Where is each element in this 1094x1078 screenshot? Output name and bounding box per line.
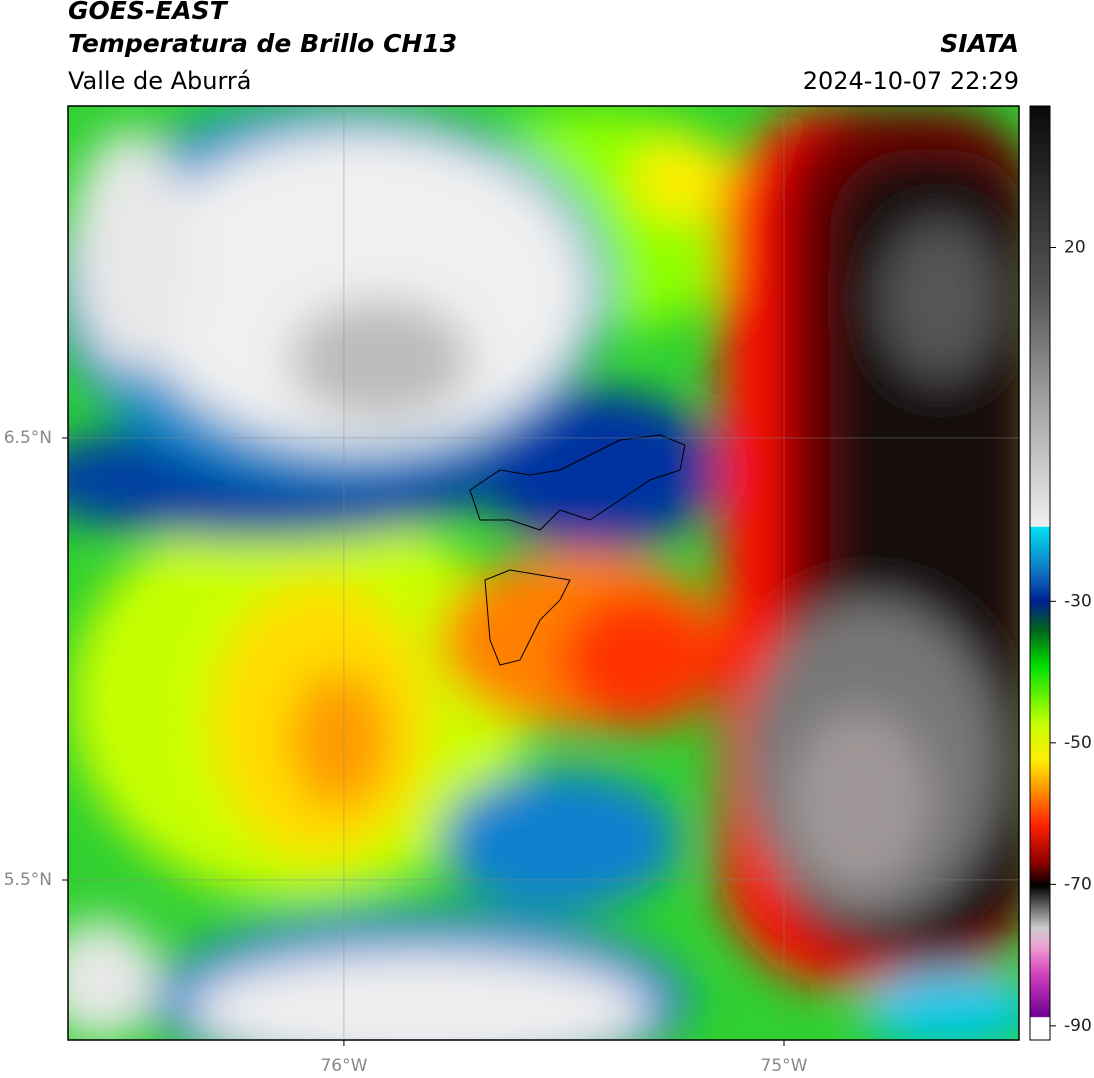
- y-tick-label: 5.5°N: [4, 870, 52, 890]
- map-frame: [67, 105, 1020, 1041]
- satellite-image: [68, 106, 1019, 1040]
- colorbar-tick-label: -30: [1064, 591, 1092, 611]
- colorbar-tick-label: -90: [1064, 1016, 1092, 1036]
- colorbar-tick-label: -50: [1064, 733, 1092, 753]
- title: GOES-EAST: [68, 0, 229, 25]
- datetime: 2024-10-07 22:29: [803, 67, 1019, 95]
- x-tick-label: 75°W: [761, 1056, 808, 1076]
- x-tick-label: 76°W: [320, 1056, 367, 1076]
- colorbar-tick-label: -70: [1064, 874, 1092, 894]
- source: SIATA: [940, 29, 1019, 58]
- colorbar-tick-label: 20: [1064, 238, 1086, 258]
- colorbar: [1029, 105, 1051, 1041]
- y-tick-label: 6.5°N: [4, 428, 52, 448]
- region: Valle de Aburrá: [68, 67, 252, 95]
- valley-outline: [469, 434, 686, 666]
- subtitle: Temperatura de Brillo CH13: [68, 29, 457, 58]
